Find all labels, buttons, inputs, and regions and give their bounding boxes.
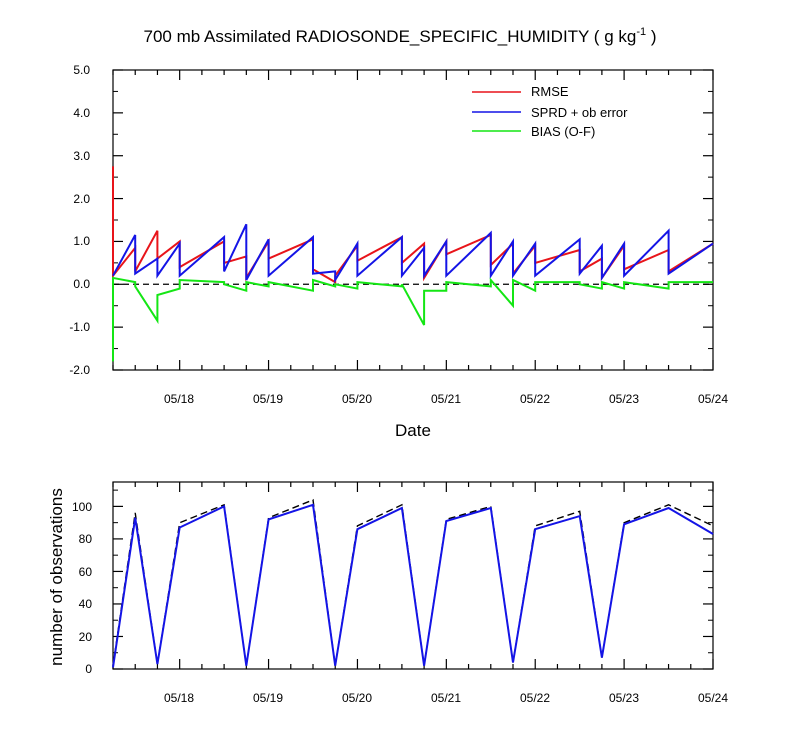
legend-label-spread: SPRD + ob error: [531, 105, 628, 120]
legend-label-bias: BIAS (O-F): [531, 124, 595, 139]
x-tick-label: 05/21: [431, 691, 461, 705]
top-series-group: [112, 166, 714, 362]
bottom-plot-frame: [112, 481, 714, 670]
bottom-plot-panel: 100 80 60 40 20 0 05/18 05/19 05/20 05/2…: [47, 481, 728, 705]
y-tick-label: 2.0: [73, 192, 90, 206]
x-tick-label: 05/20: [342, 392, 372, 406]
y-axis-label-observations: number of observations: [47, 488, 66, 666]
y-tick-label: 0: [85, 662, 92, 676]
legend: RMSE SPRD + ob error BIAS (O-F): [472, 84, 628, 139]
y-tick-label: 80: [79, 532, 93, 546]
x-axis-label: Date: [395, 421, 431, 440]
series-line-bias-o-f: [112, 276, 713, 362]
top-axis-ticks: [112, 69, 714, 371]
x-tick-label: 05/20: [342, 691, 372, 705]
bottom-axis-ticks: [112, 482, 714, 670]
series-line-sprd-ob-error: [112, 223, 714, 284]
x-tick-label: 05/23: [609, 691, 639, 705]
x-tick-label: 05/19: [253, 691, 283, 705]
y-tick-label: 5.0: [73, 63, 90, 77]
y-tick-label: 3.0: [73, 149, 90, 163]
chart-title: 700 mb Assimilated RADIOSONDE_SPECIFIC_H…: [144, 26, 657, 46]
y-tick-label: 20: [79, 630, 93, 644]
x-tick-label: 05/24: [698, 392, 728, 406]
x-tick-label: 05/23: [609, 392, 639, 406]
legend-label-rmse: RMSE: [531, 84, 569, 99]
y-tick-label: -1.0: [69, 320, 90, 334]
x-tick-label: 05/22: [520, 392, 550, 406]
bottom-y-tick-labels: 100 80 60 40 20 0: [72, 500, 92, 676]
top-plot-panel: 5.0 4.0 3.0 2.0 1.0 0.0 -1.0 -2.0 05/18 …: [69, 63, 728, 440]
series-line-observations: [112, 503, 714, 668]
y-tick-label: 40: [79, 597, 93, 611]
y-tick-label: 4.0: [73, 106, 90, 120]
x-tick-label: 05/22: [520, 691, 550, 705]
series-line-rmse: [112, 166, 714, 284]
bottom-x-tick-labels: 05/18 05/19 05/20 05/21 05/22 05/23 05/2…: [164, 691, 728, 705]
y-tick-label: -2.0: [69, 363, 90, 377]
x-tick-label: 05/19: [253, 392, 283, 406]
x-tick-label: 05/18: [164, 691, 194, 705]
x-tick-label: 05/24: [698, 691, 728, 705]
top-y-tick-labels: 5.0 4.0 3.0 2.0 1.0 0.0 -1.0 -2.0: [69, 63, 90, 377]
y-tick-label: 100: [72, 500, 92, 514]
y-tick-label: 0.0: [73, 277, 90, 291]
bottom-series-group: [112, 498, 714, 668]
y-tick-label: 60: [79, 565, 93, 579]
x-tick-label: 05/21: [431, 392, 461, 406]
top-x-tick-labels: 05/18 05/19 05/20 05/21 05/22 05/23 05/2…: [164, 392, 728, 406]
y-tick-label: 1.0: [73, 234, 90, 248]
x-tick-label: 05/18: [164, 392, 194, 406]
